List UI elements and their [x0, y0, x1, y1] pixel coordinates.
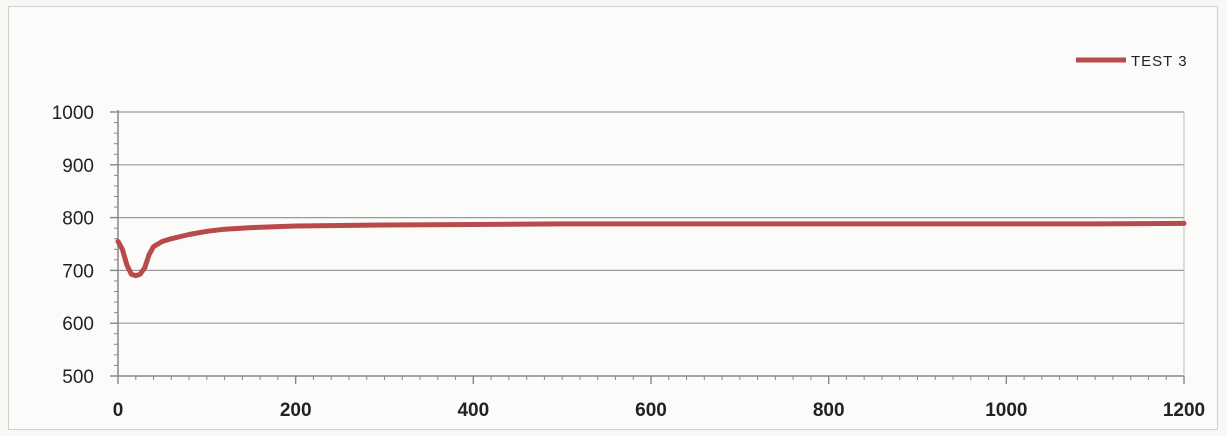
y-tick-label-900: 900 — [62, 156, 94, 177]
x-tick-label-200: 200 — [280, 400, 312, 421]
legend[interactable]: TEST 3 — [1076, 53, 1188, 70]
y-tick-labels: 500 600 700 800 900 1000 — [52, 103, 118, 388]
x-tick-label-600: 600 — [635, 400, 667, 421]
minor-ticks — [114, 111, 1185, 380]
x-tick-label-1000: 1000 — [985, 400, 1027, 421]
x-tick-label-0: 0 — [113, 400, 124, 421]
x-tick-labels: 0 200 400 600 800 1000 1200 — [113, 376, 1205, 421]
y-tick-label-700: 700 — [62, 261, 94, 282]
y-tick-label-1000: 1000 — [52, 103, 94, 124]
y-tick-label-800: 800 — [62, 209, 94, 230]
x-tick-label-1200: 1200 — [1163, 400, 1205, 421]
series-layer — [115, 220, 1187, 279]
x-tick-label-800: 800 — [813, 400, 845, 421]
y-tick-label-500: 500 — [62, 367, 94, 388]
y-tick-label-600: 600 — [62, 314, 94, 335]
x-tick-label-400: 400 — [457, 400, 489, 421]
axis-layer — [117, 110, 1185, 377]
grid-layer — [118, 111, 1184, 324]
legend-label-test3: TEST 3 — [1131, 53, 1188, 70]
series-line-test3 — [115, 220, 1187, 279]
